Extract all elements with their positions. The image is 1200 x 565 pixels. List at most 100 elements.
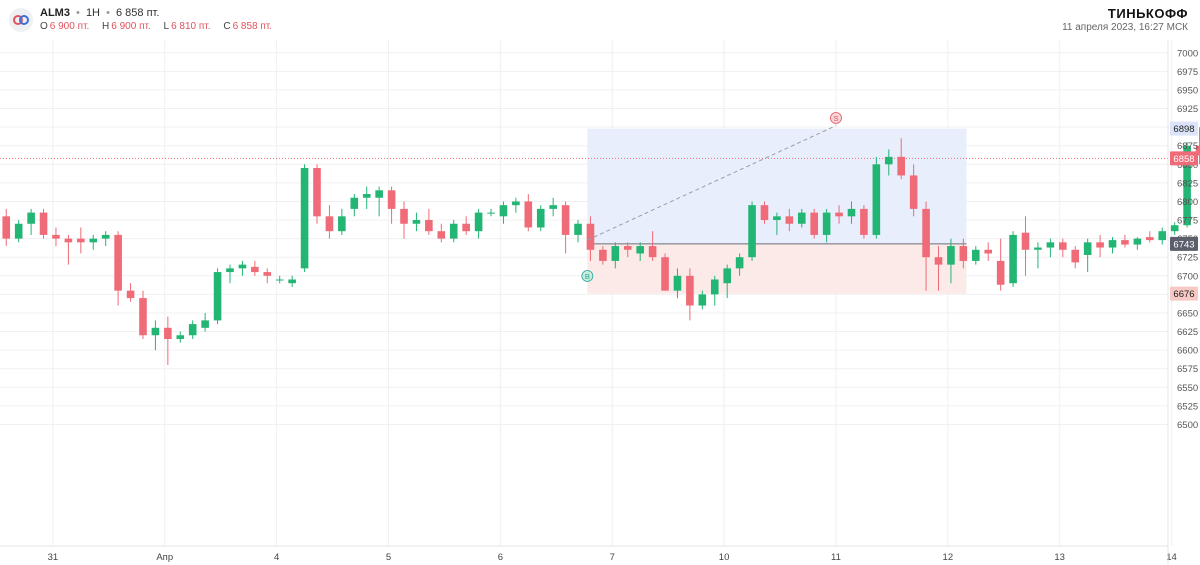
candle-body bbox=[785, 216, 794, 224]
ohlc-close-key: C bbox=[223, 21, 231, 32]
candle-body bbox=[1146, 237, 1154, 241]
candle-body bbox=[101, 234, 110, 239]
candle-body bbox=[586, 223, 595, 250]
candle-body bbox=[288, 279, 296, 284]
candle-body bbox=[897, 156, 906, 176]
candle-body bbox=[922, 208, 930, 258]
candle-body bbox=[39, 212, 48, 235]
candle-body bbox=[77, 238, 85, 243]
candle-body bbox=[536, 208, 545, 228]
candle-body bbox=[425, 220, 433, 232]
price-label: 6743 bbox=[1173, 239, 1194, 250]
x-tick-label: 13 bbox=[1054, 552, 1065, 563]
candle-body bbox=[773, 216, 781, 221]
candle-body bbox=[797, 212, 806, 224]
candle-body bbox=[1121, 240, 1129, 245]
y-tick-label: 6800 bbox=[1177, 197, 1198, 208]
ohlc-close-value: 6 858 пт. bbox=[232, 21, 273, 32]
candle-body bbox=[387, 190, 396, 209]
last-price: 6 858 пт. bbox=[115, 7, 160, 19]
candle-body bbox=[599, 249, 607, 261]
candle-body bbox=[909, 175, 918, 209]
candle-body bbox=[64, 238, 73, 243]
candle-body bbox=[1021, 232, 1030, 250]
candle-body bbox=[971, 249, 980, 261]
long-position-tool[interactable] bbox=[587, 128, 967, 294]
sell-marker bbox=[830, 112, 842, 124]
candle-body bbox=[126, 290, 135, 299]
candle-body bbox=[1108, 240, 1117, 248]
candle-body bbox=[151, 327, 160, 336]
candles bbox=[2, 127, 1200, 365]
candle-body bbox=[176, 335, 185, 339]
candle-body bbox=[748, 205, 756, 258]
price-label-box bbox=[1170, 286, 1198, 301]
trade-markers: BS bbox=[581, 112, 842, 282]
price-label: 6676 bbox=[1173, 289, 1194, 300]
candle-body bbox=[1046, 242, 1055, 248]
candle-body bbox=[474, 212, 483, 232]
candle-body bbox=[710, 279, 719, 295]
candle-body bbox=[835, 212, 843, 217]
candle-body bbox=[673, 275, 682, 291]
candle-body bbox=[1195, 145, 1200, 156]
candle-body bbox=[1170, 225, 1179, 232]
candle-body bbox=[300, 168, 309, 269]
candle-body bbox=[213, 272, 222, 321]
candle-body bbox=[636, 246, 644, 254]
candle-body bbox=[499, 205, 508, 217]
x-tick-label: 10 bbox=[719, 552, 730, 563]
symbol[interactable]: ALM3 bbox=[40, 7, 70, 19]
candle-body bbox=[164, 327, 172, 339]
y-tick-label: 6875 bbox=[1177, 141, 1198, 152]
y-tick-label: 6725 bbox=[1177, 253, 1198, 264]
price-label: 6858 bbox=[1173, 154, 1194, 165]
price-label: 6898 bbox=[1173, 124, 1194, 135]
candle-body bbox=[1133, 238, 1142, 245]
trade-connector bbox=[587, 125, 837, 241]
candle-body bbox=[884, 156, 893, 165]
candle-body bbox=[934, 257, 943, 265]
candle-body bbox=[1083, 242, 1092, 255]
timestamp: 11 апреля 2023, 16:27 МСК bbox=[1062, 22, 1188, 33]
candle-body bbox=[1059, 242, 1067, 250]
candle-body bbox=[561, 205, 570, 235]
candle-body bbox=[996, 260, 1005, 285]
candle-body bbox=[263, 272, 272, 276]
y-tick-label: 6525 bbox=[1177, 401, 1198, 412]
candle-body bbox=[661, 257, 669, 291]
candle-body bbox=[462, 223, 470, 232]
y-tick-label: 6500 bbox=[1177, 420, 1198, 431]
candle-body bbox=[984, 249, 993, 254]
candle-body bbox=[238, 264, 247, 269]
y-tick-label: 7000 bbox=[1177, 48, 1198, 59]
y-tick-label: 6625 bbox=[1177, 327, 1198, 338]
y-tick-label: 6775 bbox=[1177, 216, 1198, 227]
candle-body bbox=[89, 238, 98, 243]
candle-body bbox=[400, 208, 408, 224]
x-tick-label: 12 bbox=[943, 552, 954, 563]
candle-body bbox=[810, 212, 818, 235]
x-tick-label: 7 bbox=[610, 552, 615, 563]
candle-body bbox=[338, 216, 346, 232]
ohlc-high-value: 6 900 пт. bbox=[111, 21, 151, 32]
symbol-line: ALM3 • 1H • 6 858 пт. bbox=[40, 7, 159, 19]
candle-body bbox=[487, 212, 495, 214]
y-tick-label: 6825 bbox=[1177, 178, 1198, 189]
ohlc-low-value: 6 810 пт. bbox=[171, 21, 211, 32]
y-tick-label: 6975 bbox=[1177, 67, 1198, 78]
candle-body bbox=[52, 234, 60, 239]
candle-body bbox=[412, 220, 421, 224]
y-tick-label: 6575 bbox=[1177, 364, 1198, 375]
candle-body bbox=[822, 212, 831, 235]
ohlc-open-value: 6 900 пт. bbox=[49, 21, 90, 32]
price-label-box bbox=[1170, 236, 1198, 251]
candle-body bbox=[350, 197, 359, 209]
x-tick-label: 14 bbox=[1166, 552, 1177, 563]
candle-body bbox=[1158, 231, 1167, 241]
interval[interactable]: 1H bbox=[85, 7, 100, 19]
x-tick-label: 4 bbox=[274, 552, 279, 563]
candle-body bbox=[139, 298, 147, 336]
